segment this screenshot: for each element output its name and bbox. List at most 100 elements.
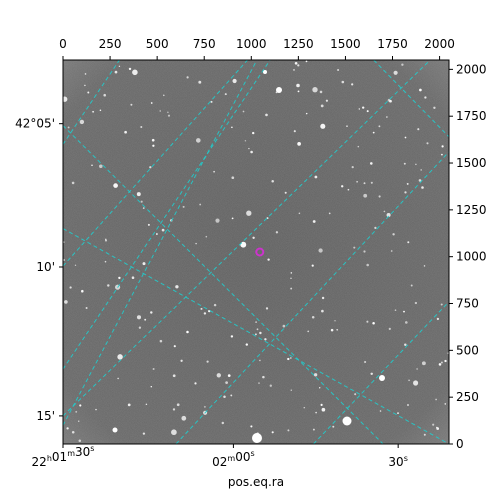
star <box>366 320 369 323</box>
star <box>203 312 207 315</box>
star <box>215 218 220 223</box>
star <box>337 68 340 72</box>
star <box>199 203 202 206</box>
star <box>267 258 270 261</box>
star <box>418 179 422 182</box>
star <box>440 153 443 156</box>
star <box>392 233 395 236</box>
star <box>180 359 183 362</box>
star <box>321 407 326 412</box>
top-x-tick-label: 250 <box>99 37 122 51</box>
star <box>294 61 298 65</box>
star <box>91 164 93 167</box>
star <box>319 90 323 94</box>
star <box>195 138 201 143</box>
star <box>438 363 442 366</box>
star <box>71 431 75 434</box>
star <box>393 70 398 75</box>
star <box>432 423 435 426</box>
star <box>413 380 419 386</box>
star <box>182 205 185 208</box>
star <box>372 131 375 134</box>
star <box>194 382 197 385</box>
star <box>118 65 121 68</box>
star <box>307 330 310 333</box>
star <box>231 217 234 220</box>
star <box>124 130 127 134</box>
target-marker <box>255 247 265 257</box>
star <box>256 328 259 331</box>
star <box>404 343 407 347</box>
star <box>206 360 209 363</box>
star <box>175 285 179 289</box>
star <box>305 60 308 63</box>
dec-tick-label: 42°05' <box>15 117 55 131</box>
star <box>347 188 350 191</box>
star <box>394 309 397 312</box>
star <box>417 128 420 131</box>
star <box>117 354 123 360</box>
star <box>351 83 354 86</box>
star <box>421 186 424 189</box>
right-y-tick-label: 500 <box>456 343 479 357</box>
star <box>356 181 358 183</box>
star <box>198 80 202 84</box>
star <box>246 210 252 216</box>
star <box>336 328 339 331</box>
star <box>81 289 84 293</box>
star <box>370 372 373 376</box>
star <box>127 403 131 407</box>
star <box>145 403 148 406</box>
star <box>258 382 260 384</box>
plot-frame <box>62 59 450 445</box>
star <box>84 84 86 87</box>
star <box>328 212 331 215</box>
star <box>105 239 107 242</box>
right-y-tick-label: 1250 <box>456 203 487 217</box>
star <box>314 175 318 179</box>
bright-star <box>112 427 118 433</box>
star <box>397 412 399 414</box>
star <box>149 166 152 169</box>
ra-tick-label: 22h01m30s <box>32 444 95 469</box>
star <box>262 375 265 379</box>
star <box>136 315 142 320</box>
star <box>444 359 447 363</box>
star <box>104 260 107 263</box>
star <box>296 83 300 88</box>
star <box>92 110 95 113</box>
star <box>426 142 429 145</box>
star <box>441 145 444 148</box>
star <box>140 125 143 129</box>
star <box>144 318 147 321</box>
star <box>386 212 391 218</box>
dec-tick-label: 15' <box>36 409 55 423</box>
star <box>152 144 155 147</box>
star <box>372 322 375 325</box>
star <box>386 116 388 118</box>
star <box>334 320 336 322</box>
star <box>416 368 418 370</box>
star <box>99 109 102 112</box>
star <box>259 331 262 335</box>
star <box>224 93 227 96</box>
star <box>406 182 409 185</box>
star <box>186 76 189 79</box>
star <box>436 426 438 429</box>
top-x-tick-label: 1250 <box>283 37 314 51</box>
star <box>231 176 235 180</box>
star <box>305 112 308 115</box>
star <box>118 276 121 280</box>
star <box>421 361 426 366</box>
star <box>171 429 177 436</box>
star <box>440 303 443 306</box>
star <box>403 162 406 165</box>
star <box>167 111 169 114</box>
top-x-tick-label: 500 <box>146 37 169 51</box>
bright-star <box>263 70 267 74</box>
star <box>259 359 261 362</box>
star <box>78 439 82 442</box>
star <box>244 140 247 142</box>
top-x-tick-label: 2000 <box>424 37 455 51</box>
